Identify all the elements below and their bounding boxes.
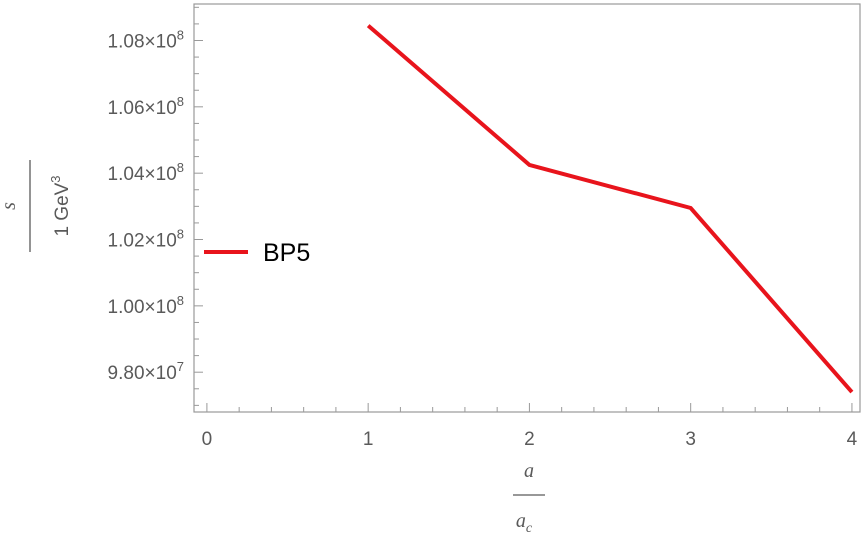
y-tick-label: 9.80×107 — [108, 359, 184, 384]
series-line-bp5 — [366, 24, 854, 394]
legend-label-bp5: BP5 — [263, 239, 310, 267]
plot-frame — [193, 3, 861, 413]
x-axis-label-denominator-sub: c — [526, 521, 533, 536]
y-tick-label: 1.08×108 — [108, 27, 184, 52]
y-axis-label-denominator-base: 1 GeV — [52, 182, 73, 236]
y-axis-label-numerator: s — [0, 202, 20, 210]
x-tick-label: 4 — [847, 429, 858, 450]
x-axis-label-numerator: a — [524, 460, 534, 482]
y-axis-label-denominator-sup: 3 — [48, 175, 63, 182]
x-tick-label: 3 — [685, 429, 696, 450]
y-tick-label: 1.04×108 — [108, 160, 184, 185]
y-tick-label: 1.06×108 — [108, 94, 184, 119]
x-axis-label-denominator: ac — [516, 510, 533, 536]
x-axis-ticks: 0 1 2 3 4 — [202, 403, 858, 450]
x-tick-label: 1 — [363, 429, 374, 450]
x-axis-label: a ac — [513, 460, 545, 536]
x-tick-label: 0 — [202, 429, 213, 450]
y-tick-label: 1.02×108 — [108, 227, 184, 252]
y-axis-label: s 1 GeV3 — [0, 160, 73, 252]
legend: BP5 — [204, 239, 310, 267]
y-axis-label-denominator: 1 GeV3 — [48, 175, 73, 236]
y-tick-label: 1.00×108 — [108, 293, 184, 318]
series-layer — [366, 24, 854, 394]
x-tick-label: 2 — [524, 429, 535, 450]
x-axis-label-denominator-base: a — [516, 510, 526, 532]
y-axis-ticks: 9.80×107 1.00×108 1.02×108 1.04×108 1.06×108… — [108, 6, 203, 406]
